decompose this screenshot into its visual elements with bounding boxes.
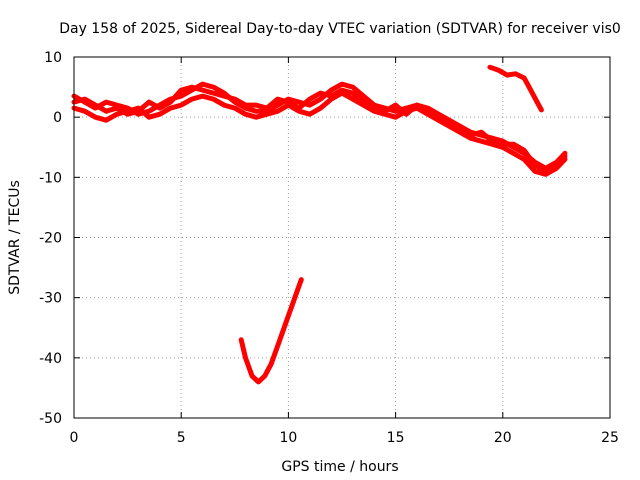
x-tick-label: 5 bbox=[177, 430, 186, 446]
grid bbox=[74, 57, 610, 418]
y-tick-label: -20 bbox=[39, 231, 62, 247]
series-layer bbox=[71, 64, 568, 385]
x-tick-label: 0 bbox=[70, 430, 79, 446]
series-line-band-b bbox=[71, 90, 568, 177]
y-tick-label: 0 bbox=[53, 110, 62, 126]
series-line-band-a bbox=[71, 81, 568, 171]
x-tick-label: 20 bbox=[494, 430, 512, 446]
y-axis-title: SDTVAR / TECUs bbox=[7, 180, 23, 295]
series-line-band-c bbox=[71, 84, 568, 174]
x-tick-label: 10 bbox=[279, 430, 297, 446]
series-line-late-high bbox=[487, 64, 544, 113]
y-tick-label: -30 bbox=[39, 291, 62, 307]
series-line-dip bbox=[238, 277, 304, 385]
x-axis-title: GPS time / hours bbox=[281, 459, 398, 475]
y-tick-label: -40 bbox=[39, 351, 62, 367]
y-tick-label: -10 bbox=[39, 170, 62, 186]
y-tick-label: 10 bbox=[44, 50, 62, 66]
axis-ticks: 0 5 10 15 20 25 -50 -40 -30 -20 -10 0 10 bbox=[39, 50, 619, 446]
x-tick-label: 25 bbox=[601, 430, 619, 446]
chart-title: Day 158 of 2025, Sidereal Day-to-day VTE… bbox=[59, 21, 621, 37]
y-tick-label: -50 bbox=[39, 411, 62, 427]
x-tick-label: 15 bbox=[387, 430, 405, 446]
